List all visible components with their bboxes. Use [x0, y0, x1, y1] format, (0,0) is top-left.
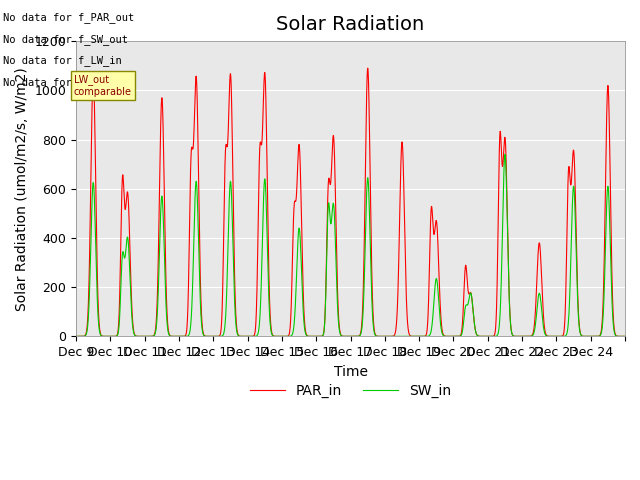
SW_in — [621, 334, 629, 339]
PAR_in — [72, 334, 80, 339]
PAR_in — [284, 334, 291, 339]
Text: No data for f_LW_in: No data for f_LW_in — [3, 55, 122, 66]
SW_in — [381, 334, 388, 339]
Text: No data for f_LW_out: No data for f_LW_out — [3, 77, 128, 88]
SW_in — [392, 334, 400, 339]
PAR_in — [484, 334, 492, 339]
PAR_in — [92, 150, 99, 156]
SW_in — [407, 334, 415, 339]
PAR_in — [330, 143, 338, 149]
PAR_in — [364, 65, 371, 71]
Legend: PAR_in, SW_in: PAR_in, SW_in — [244, 378, 456, 403]
SW_in — [491, 334, 499, 339]
SW_in — [72, 334, 80, 339]
PAR_in — [491, 330, 499, 336]
Text: No data for f_SW_out: No data for f_SW_out — [3, 34, 128, 45]
SW_in — [501, 152, 509, 157]
Line: PAR_in: PAR_in — [76, 68, 625, 336]
Text: LW_out
comparable: LW_out comparable — [74, 74, 132, 97]
PAR_in — [621, 334, 629, 339]
PAR_in — [407, 333, 415, 339]
PAR_in — [392, 325, 400, 331]
Title: Solar Radiation: Solar Radiation — [276, 15, 425, 34]
SW_in — [92, 225, 99, 231]
Y-axis label: Solar Radiation (umol/m2/s, W/m2): Solar Radiation (umol/m2/s, W/m2) — [15, 67, 29, 311]
SW_in — [284, 334, 291, 339]
Text: No data for f_PAR_out: No data for f_PAR_out — [3, 12, 134, 23]
SW_in — [330, 208, 338, 214]
Line: SW_in: SW_in — [76, 155, 625, 336]
X-axis label: Time: Time — [333, 365, 367, 379]
